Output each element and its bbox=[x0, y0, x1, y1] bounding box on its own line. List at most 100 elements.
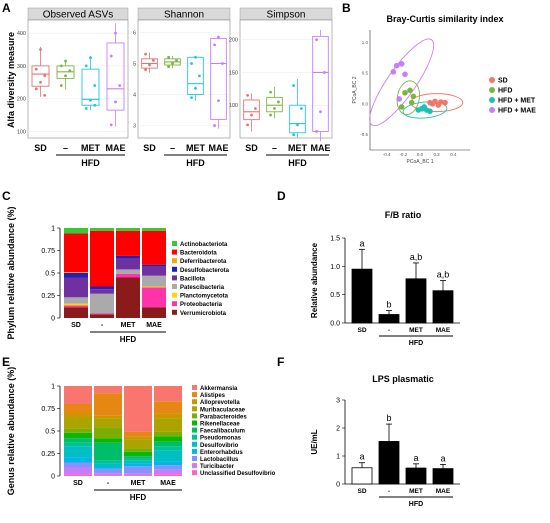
stacked-segment bbox=[64, 438, 92, 443]
y-tick-label: 3 bbox=[133, 124, 136, 130]
box-point bbox=[273, 107, 276, 110]
legend-swatch bbox=[192, 441, 197, 447]
stacked-segment bbox=[94, 475, 122, 476]
legend-text: Bacillota bbox=[180, 276, 206, 282]
stacked-segment bbox=[116, 228, 140, 231]
significance-letter: a,b bbox=[410, 252, 423, 262]
stacked-segment bbox=[64, 404, 92, 413]
subplot-title: Observed ASVs bbox=[43, 10, 114, 21]
stacked-segment bbox=[142, 266, 166, 276]
legend-swatch bbox=[192, 392, 197, 398]
legend-swatch bbox=[172, 258, 177, 264]
legend-swatch bbox=[172, 301, 177, 307]
legend-text: Patescibacteria bbox=[180, 285, 225, 291]
y-tick-label: 1 bbox=[336, 454, 340, 461]
stacked-segment bbox=[94, 467, 122, 469]
stacked-segment bbox=[154, 469, 182, 475]
x-tick-label: 0.4 bbox=[450, 152, 457, 157]
hfd-label: HFD bbox=[120, 335, 137, 344]
stacked-segment bbox=[124, 475, 152, 476]
stacked-segment bbox=[64, 446, 92, 458]
y-axis-label: Phylum relative abundance (%) bbox=[6, 206, 16, 339]
scatter-point bbox=[402, 71, 408, 78]
stacked-segment bbox=[124, 451, 152, 457]
bar bbox=[351, 467, 373, 485]
stacked-segment bbox=[64, 417, 92, 429]
stacked-segment bbox=[124, 463, 152, 467]
significance-letter: b bbox=[386, 300, 391, 310]
legend-text: Akkermansia bbox=[200, 386, 238, 392]
group-label: SD bbox=[34, 143, 47, 153]
group-label: MAE bbox=[311, 143, 331, 153]
box-point bbox=[152, 58, 155, 62]
hfd-label: HFD bbox=[130, 493, 147, 502]
box-point bbox=[217, 35, 220, 39]
stacked-segment bbox=[90, 286, 114, 290]
box-point bbox=[64, 74, 67, 78]
box-point bbox=[109, 123, 113, 127]
legend-marker bbox=[489, 77, 495, 83]
legend-text: Enterorhabdus bbox=[200, 450, 243, 456]
box-point bbox=[323, 71, 326, 74]
bar bbox=[405, 467, 427, 485]
box-point bbox=[171, 62, 174, 65]
group-label: MET bbox=[186, 143, 206, 153]
scatter-point bbox=[398, 61, 405, 67]
chart-title: LPS plasmatic bbox=[372, 374, 434, 384]
legend-text: Alistipes bbox=[200, 393, 226, 399]
box-point bbox=[250, 113, 253, 117]
y-tick-label: 1 bbox=[51, 384, 55, 391]
panel-b: B Bray-Curtis similarity index 1.0 0.5 0.0 -0… bbox=[340, 0, 550, 170]
box-point bbox=[144, 68, 147, 72]
panel-label: E bbox=[2, 355, 10, 369]
legend-text: Planctomycetota bbox=[180, 294, 229, 300]
group-label: SD bbox=[143, 143, 156, 153]
stacked-segment bbox=[64, 474, 92, 476]
stacked-segment bbox=[154, 465, 182, 470]
box-point bbox=[167, 65, 170, 68]
stacked-segment bbox=[124, 466, 152, 474]
y-tick-label: 0.5 bbox=[45, 271, 55, 278]
stacked-segment bbox=[64, 228, 88, 234]
y-tick-label: 5 bbox=[133, 61, 136, 67]
legend-swatch bbox=[192, 470, 197, 476]
hfd-label: HFD bbox=[288, 158, 307, 168]
y-tick-label: 0 bbox=[51, 316, 55, 323]
box-point bbox=[167, 55, 170, 59]
stacked-segment bbox=[154, 413, 182, 419]
box-point bbox=[93, 84, 97, 87]
bar bbox=[378, 441, 400, 485]
stacked-segment bbox=[94, 463, 122, 467]
stacked-segment bbox=[64, 307, 88, 318]
y-tick-label: 0 bbox=[51, 474, 55, 481]
legend-swatch bbox=[192, 413, 197, 419]
scatter-point bbox=[427, 108, 433, 115]
bar bbox=[432, 290, 454, 324]
y-tick-label: 1.5 bbox=[330, 236, 340, 243]
scatter-point bbox=[429, 101, 436, 107]
box-point bbox=[84, 64, 88, 68]
chart-title: F/B ratio bbox=[385, 210, 422, 220]
stacked-segment bbox=[64, 467, 92, 475]
y-tick-label: 0.25 bbox=[41, 451, 55, 458]
stacked-segment bbox=[142, 264, 166, 267]
legend-text: HFD bbox=[498, 88, 512, 95]
scatter-point bbox=[393, 62, 400, 69]
box-point bbox=[319, 110, 322, 114]
y-tick-label: 150 bbox=[229, 70, 238, 76]
box-point bbox=[292, 84, 295, 87]
legend-swatch bbox=[192, 448, 197, 454]
stacked-segment bbox=[64, 413, 92, 418]
y-tick-label: 0.5 bbox=[330, 292, 340, 299]
legend-text: Actinobacteriota bbox=[180, 242, 228, 248]
stacked-segment bbox=[90, 230, 114, 287]
panel-label: C bbox=[2, 189, 11, 203]
group-label: MET bbox=[131, 480, 147, 487]
stacked-segment bbox=[64, 273, 88, 278]
stacked-segment bbox=[64, 303, 88, 306]
box-point bbox=[190, 96, 193, 100]
box-point bbox=[175, 58, 178, 62]
box-point bbox=[194, 55, 197, 59]
legend-text: Parabacteroides bbox=[200, 414, 247, 420]
box-point bbox=[148, 63, 151, 67]
